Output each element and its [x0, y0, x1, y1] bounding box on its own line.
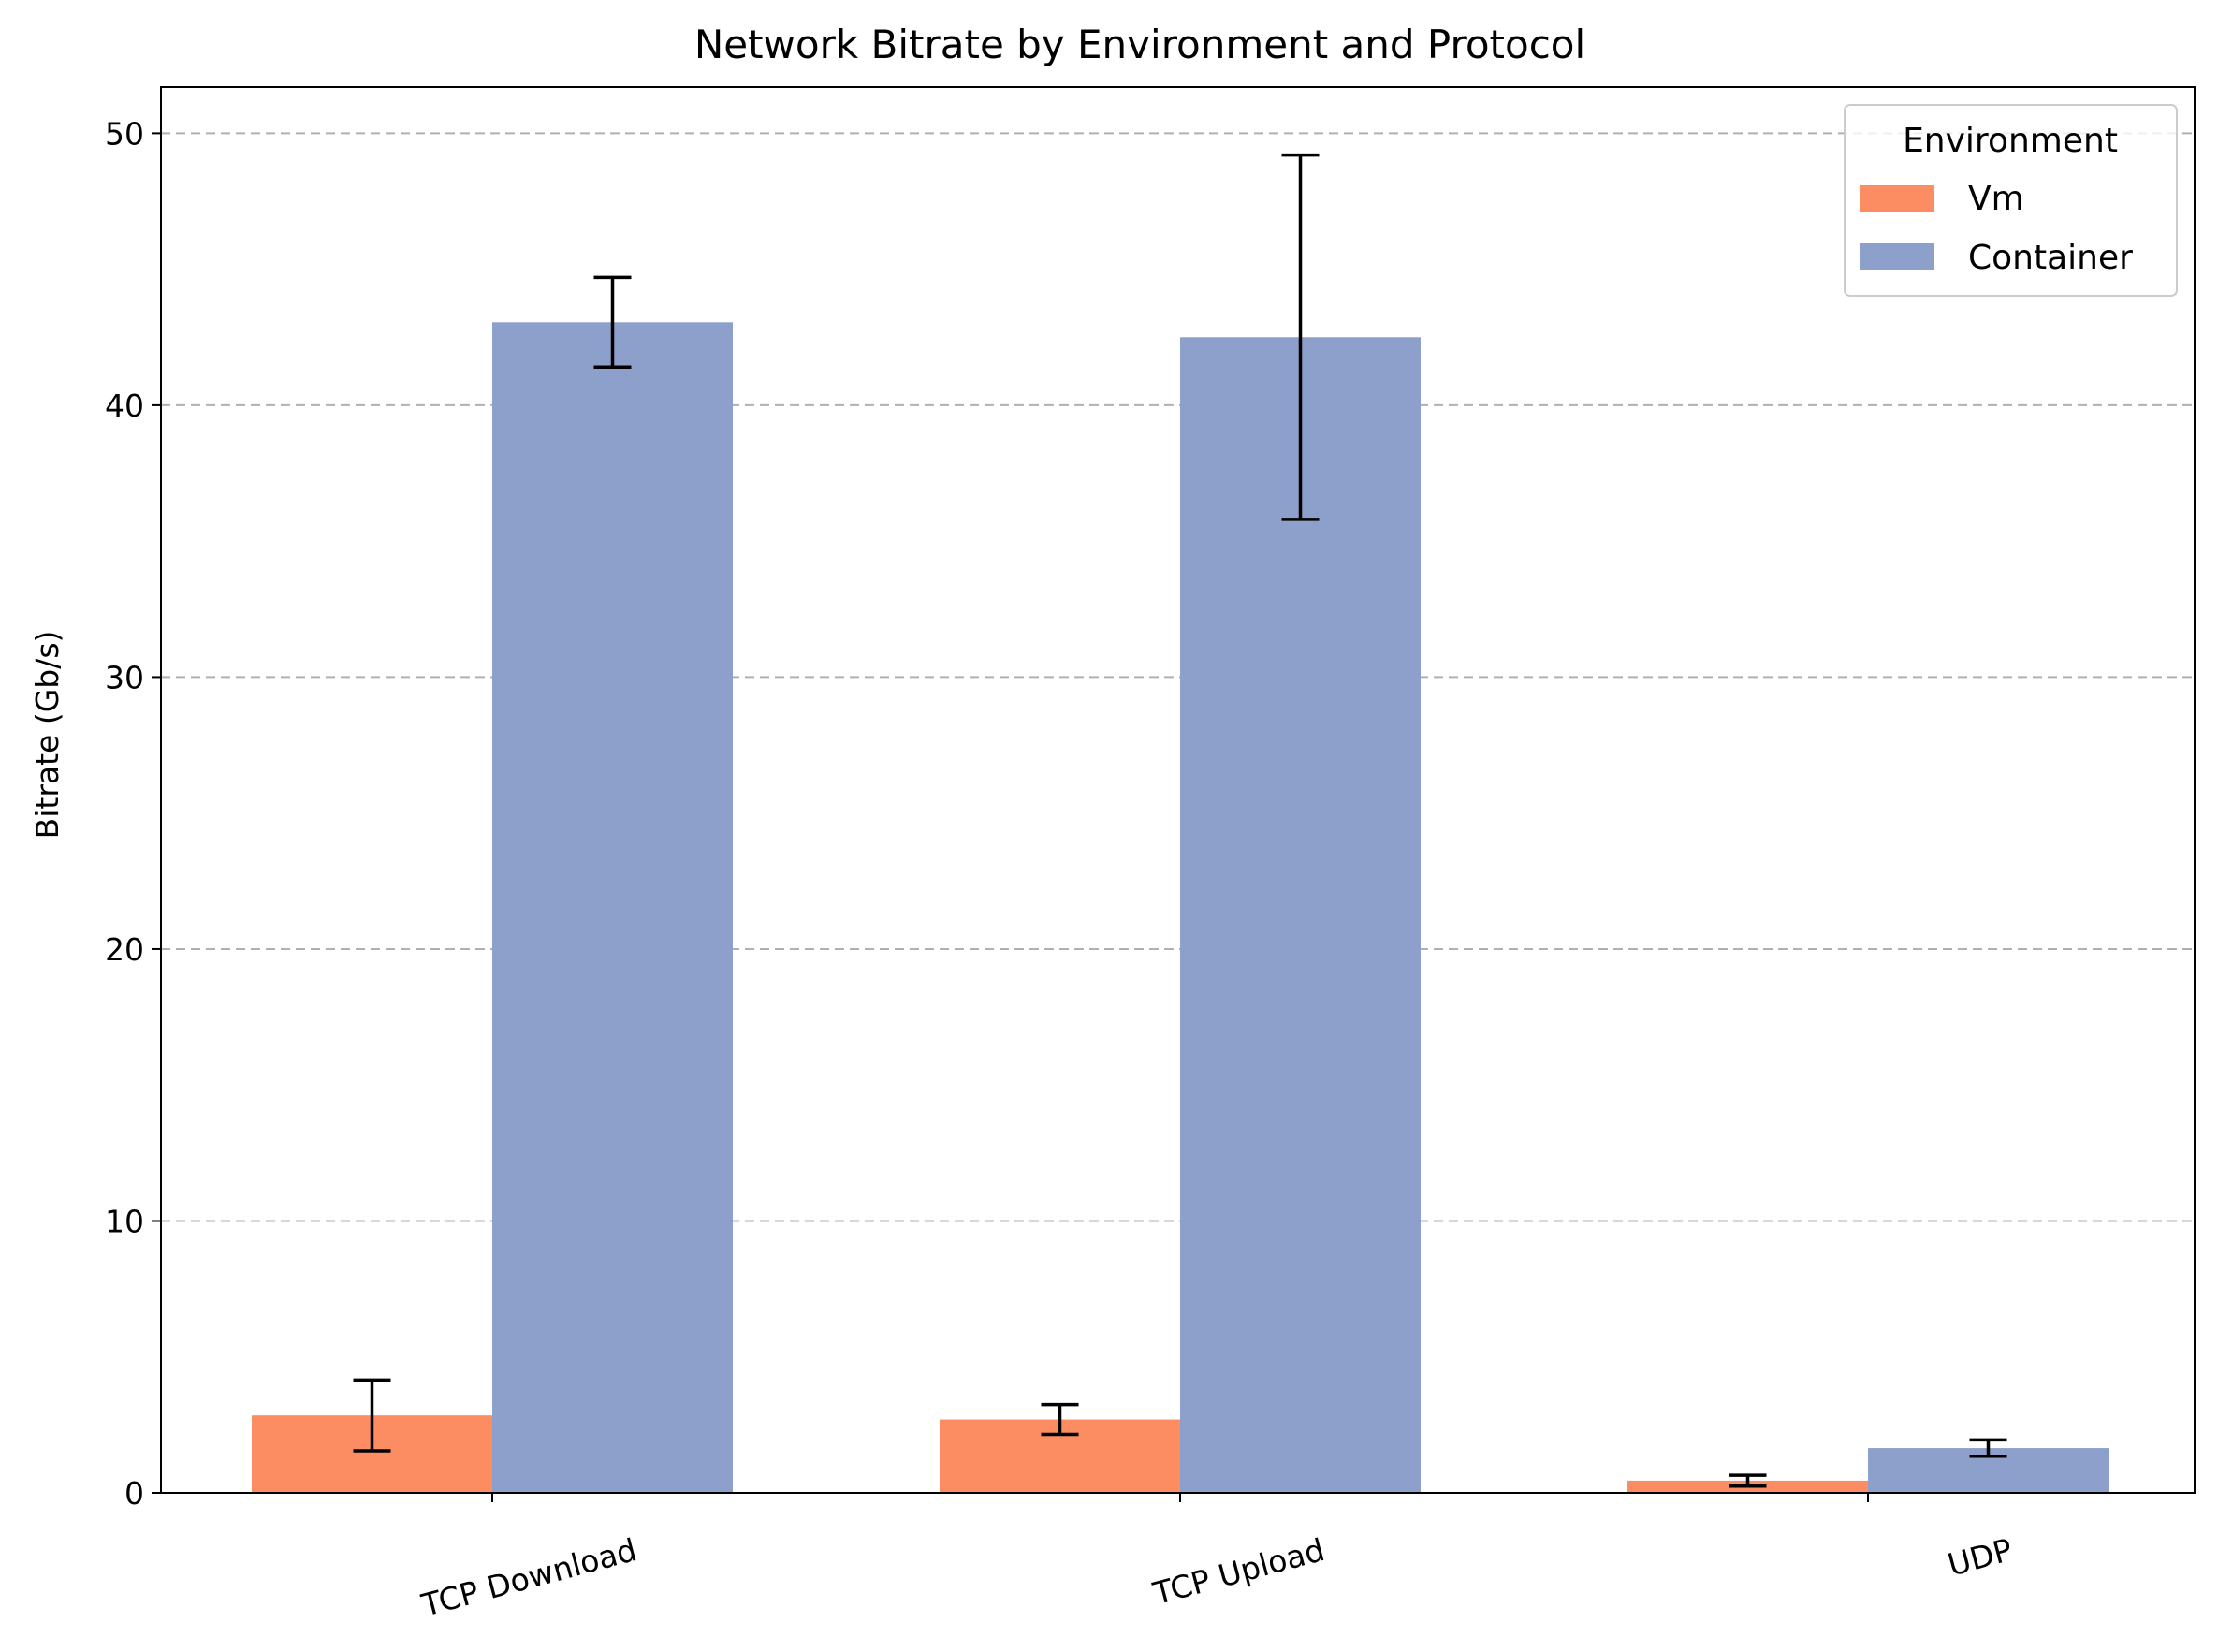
error-bar [353, 1378, 391, 1453]
error-bars [353, 153, 2007, 1488]
x-axis-ticks: TCP Download TCP Upload UDP [417, 1493, 2016, 1624]
y-tick-label: 40 [105, 387, 144, 424]
y-tick-label: 30 [105, 659, 144, 695]
y-tick-label: 20 [105, 931, 144, 968]
legend-swatch-vm [1860, 185, 1934, 212]
legend-title: Environment [1903, 122, 2118, 160]
plot-frame [160, 86, 2196, 1494]
x-tick-label: UDP [1944, 1531, 2016, 1584]
y-tick-label: 10 [105, 1203, 144, 1239]
error-bar [1281, 153, 1320, 521]
y-axis-ticks: 0 10 20 30 40 50 [105, 115, 161, 1512]
chart-title: Network Bitrate by Environment and Proto… [694, 22, 1585, 67]
bar-container-tcp-download [492, 322, 733, 1493]
legend-swatch-container [1860, 243, 1934, 270]
y-tick-label: 0 [124, 1475, 144, 1512]
error-bar [593, 275, 632, 369]
y-axis-label: Bitrate (Gb/s) [29, 631, 66, 840]
legend-label-vm: Vm [1968, 180, 2024, 218]
x-tick-label: TCP Upload [1148, 1531, 1328, 1612]
y-tick-label: 50 [105, 115, 144, 152]
legend: Environment Vm Container [1844, 104, 2178, 297]
error-bar [1041, 1402, 1079, 1437]
bars [252, 322, 2109, 1493]
legend-label-container: Container [1968, 239, 2133, 277]
bar-container-tcp-upload [1180, 337, 1421, 1493]
x-tick-label: TCP Download [417, 1531, 641, 1624]
error-bar [1729, 1473, 1767, 1488]
error-bar [1969, 1438, 2007, 1458]
